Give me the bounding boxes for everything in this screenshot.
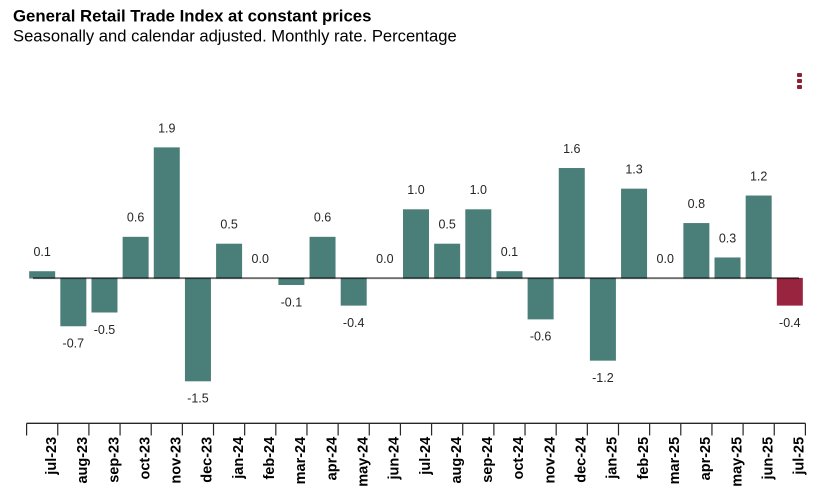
svg-text:0.0: 0.0 [376, 252, 393, 266]
svg-text:-1.2: -1.2 [592, 371, 614, 385]
svg-text:-0.4: -0.4 [343, 316, 365, 330]
svg-text:nov-23: nov-23 [169, 437, 185, 484]
svg-text:-0.6: -0.6 [530, 330, 552, 344]
svg-text:jan-25: jan-25 [605, 437, 621, 480]
svg-text:0.1: 0.1 [501, 245, 518, 259]
svg-text:1.3: 1.3 [625, 163, 642, 177]
svg-text:sep-23: sep-23 [106, 437, 122, 483]
svg-text:sep-24: sep-24 [480, 437, 496, 483]
svg-text:aug-23: aug-23 [75, 437, 91, 484]
svg-text:1.2: 1.2 [750, 169, 767, 183]
svg-text:1.6: 1.6 [563, 142, 580, 156]
svg-text:mar-24: mar-24 [293, 437, 309, 485]
svg-text:may-25: may-25 [729, 437, 745, 487]
svg-text:-0.5: -0.5 [94, 323, 116, 337]
svg-text:Seasonally and calendar adjust: Seasonally and calendar adjusted. Monthl… [13, 27, 457, 46]
svg-text:jun-24: jun-24 [387, 437, 403, 481]
svg-text:0.6: 0.6 [314, 211, 331, 225]
svg-text:0.0: 0.0 [252, 252, 269, 266]
svg-text:0.1: 0.1 [33, 245, 50, 259]
svg-text:oct-23: oct-23 [137, 437, 153, 480]
svg-text:dec-24: dec-24 [574, 437, 590, 483]
svg-text:1.0: 1.0 [470, 183, 487, 197]
svg-text:0.5: 0.5 [438, 218, 455, 232]
svg-text:apr-24: apr-24 [324, 437, 340, 481]
svg-text:jun-25: jun-25 [760, 437, 776, 481]
svg-text:oct-24: oct-24 [511, 437, 527, 480]
svg-text:nov-24: nov-24 [542, 437, 558, 484]
svg-text:feb-24: feb-24 [262, 437, 278, 480]
svg-text:dec-23: dec-23 [200, 437, 216, 483]
svg-text:-0.4: -0.4 [779, 316, 801, 330]
svg-text:jul-24: jul-24 [418, 437, 434, 476]
svg-text:0.8: 0.8 [688, 197, 705, 211]
svg-text:apr-25: apr-25 [698, 437, 714, 481]
svg-text:jan-24: jan-24 [231, 437, 247, 480]
svg-text:0.0: 0.0 [657, 252, 674, 266]
svg-text:jul-23: jul-23 [44, 437, 60, 476]
svg-text:jul-25: jul-25 [792, 437, 808, 476]
svg-text:0.6: 0.6 [127, 211, 144, 225]
svg-text:0.5: 0.5 [220, 218, 237, 232]
svg-text:-1.5: -1.5 [187, 392, 209, 406]
svg-text:0.3: 0.3 [719, 231, 736, 245]
svg-text:mar-25: mar-25 [667, 437, 683, 485]
svg-text:1.0: 1.0 [407, 183, 424, 197]
svg-text:feb-25: feb-25 [636, 437, 652, 480]
svg-text:may-24: may-24 [355, 437, 371, 487]
svg-text:1.9: 1.9 [158, 121, 175, 135]
svg-text:aug-24: aug-24 [449, 437, 465, 484]
svg-text:-0.1: -0.1 [281, 295, 303, 309]
svg-text:General Retail Trade Index at: General Retail Trade Index at constant p… [13, 7, 371, 26]
svg-text:-0.7: -0.7 [63, 337, 85, 351]
